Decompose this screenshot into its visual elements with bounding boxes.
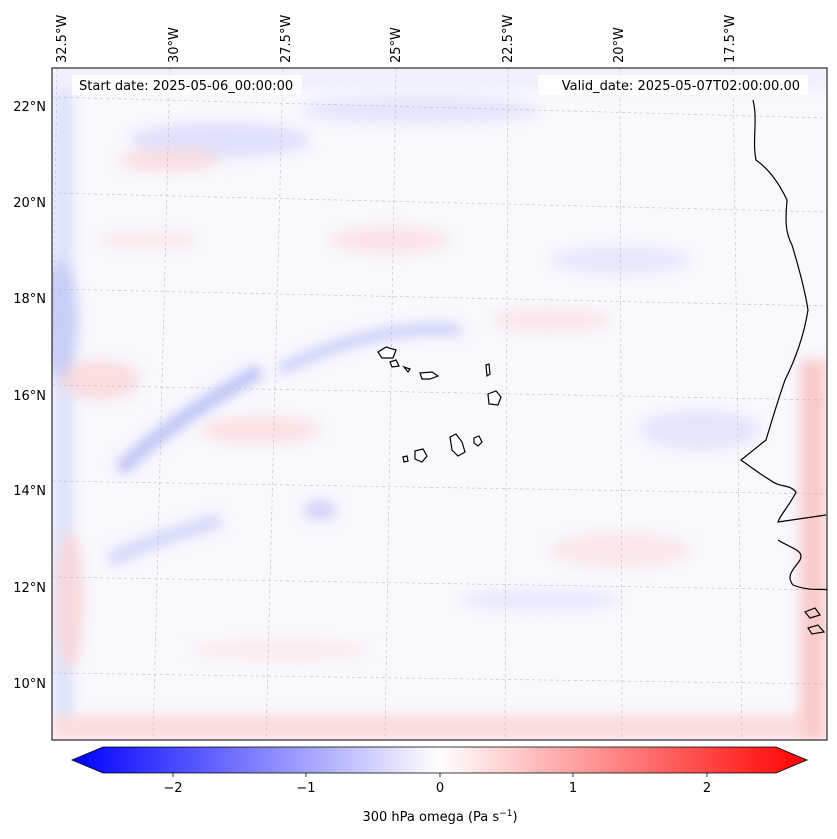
- map-panel: Start date: 2025-05-06_00:00:00 Valid_da…: [51, 67, 828, 741]
- cape-verde-islands: [377, 346, 502, 463]
- lat-label-14n: 14°N: [13, 484, 46, 499]
- colorbar-bar: [70, 746, 809, 774]
- colorbar-tick-neg1: −1: [296, 781, 315, 796]
- african-coast: [740, 99, 827, 591]
- map-frame: [51, 67, 828, 741]
- colorbar-label: 300 hPa omega (Pa s−1): [362, 809, 517, 825]
- graticule: [52, 68, 827, 740]
- colorbar-ticks: [172, 773, 708, 777]
- bijagos-islands: [804, 607, 826, 635]
- lat-label-22n: 22°N: [13, 100, 46, 115]
- lon-label-27-5w: 27.5°W: [279, 15, 294, 63]
- coastline: [377, 99, 827, 635]
- lat-label-18n: 18°N: [13, 292, 46, 307]
- valid-date-box: [538, 75, 808, 95]
- latitude-labels: 22°N 20°N 18°N 16°N 14°N 12°N 10°N: [13, 100, 46, 692]
- map-background: [52, 68, 827, 740]
- lon-label-32-5w: 32.5°W: [55, 15, 70, 63]
- lat-label-10n: 10°N: [13, 677, 46, 692]
- lat-label-16n: 16°N: [13, 389, 46, 404]
- lat-label-20n: 20°N: [13, 196, 46, 211]
- lon-label-25w: 25°W: [389, 27, 404, 63]
- colorbar-tick-2: 2: [703, 781, 711, 796]
- longitude-labels: 32.5°W 30°W 27.5°W 25°W 22.5°W 20°W 17.5…: [55, 15, 738, 63]
- omega-field: [52, 68, 827, 740]
- lon-label-22-5w: 22.5°W: [501, 15, 516, 63]
- start-date-box: [72, 75, 302, 95]
- colorbar-tick-0: 0: [436, 781, 444, 796]
- lon-label-30w: 30°W: [167, 27, 182, 63]
- lon-label-20w: 20°W: [612, 27, 627, 63]
- lat-label-12n: 12°N: [13, 581, 46, 596]
- lon-label-17-5w: 17.5°W: [723, 15, 738, 63]
- colorbar: −2 −1 0 1 2 300 hPa omega (Pa s−1): [70, 746, 809, 825]
- colorbar-tick-1: 1: [569, 781, 577, 796]
- colorbar-tick-neg2: −2: [163, 781, 182, 796]
- valid-date-text: Valid_date: 2025-05-07T02:00:00.00: [562, 79, 800, 94]
- start-date-text: Start date: 2025-05-06_00:00:00: [79, 79, 293, 94]
